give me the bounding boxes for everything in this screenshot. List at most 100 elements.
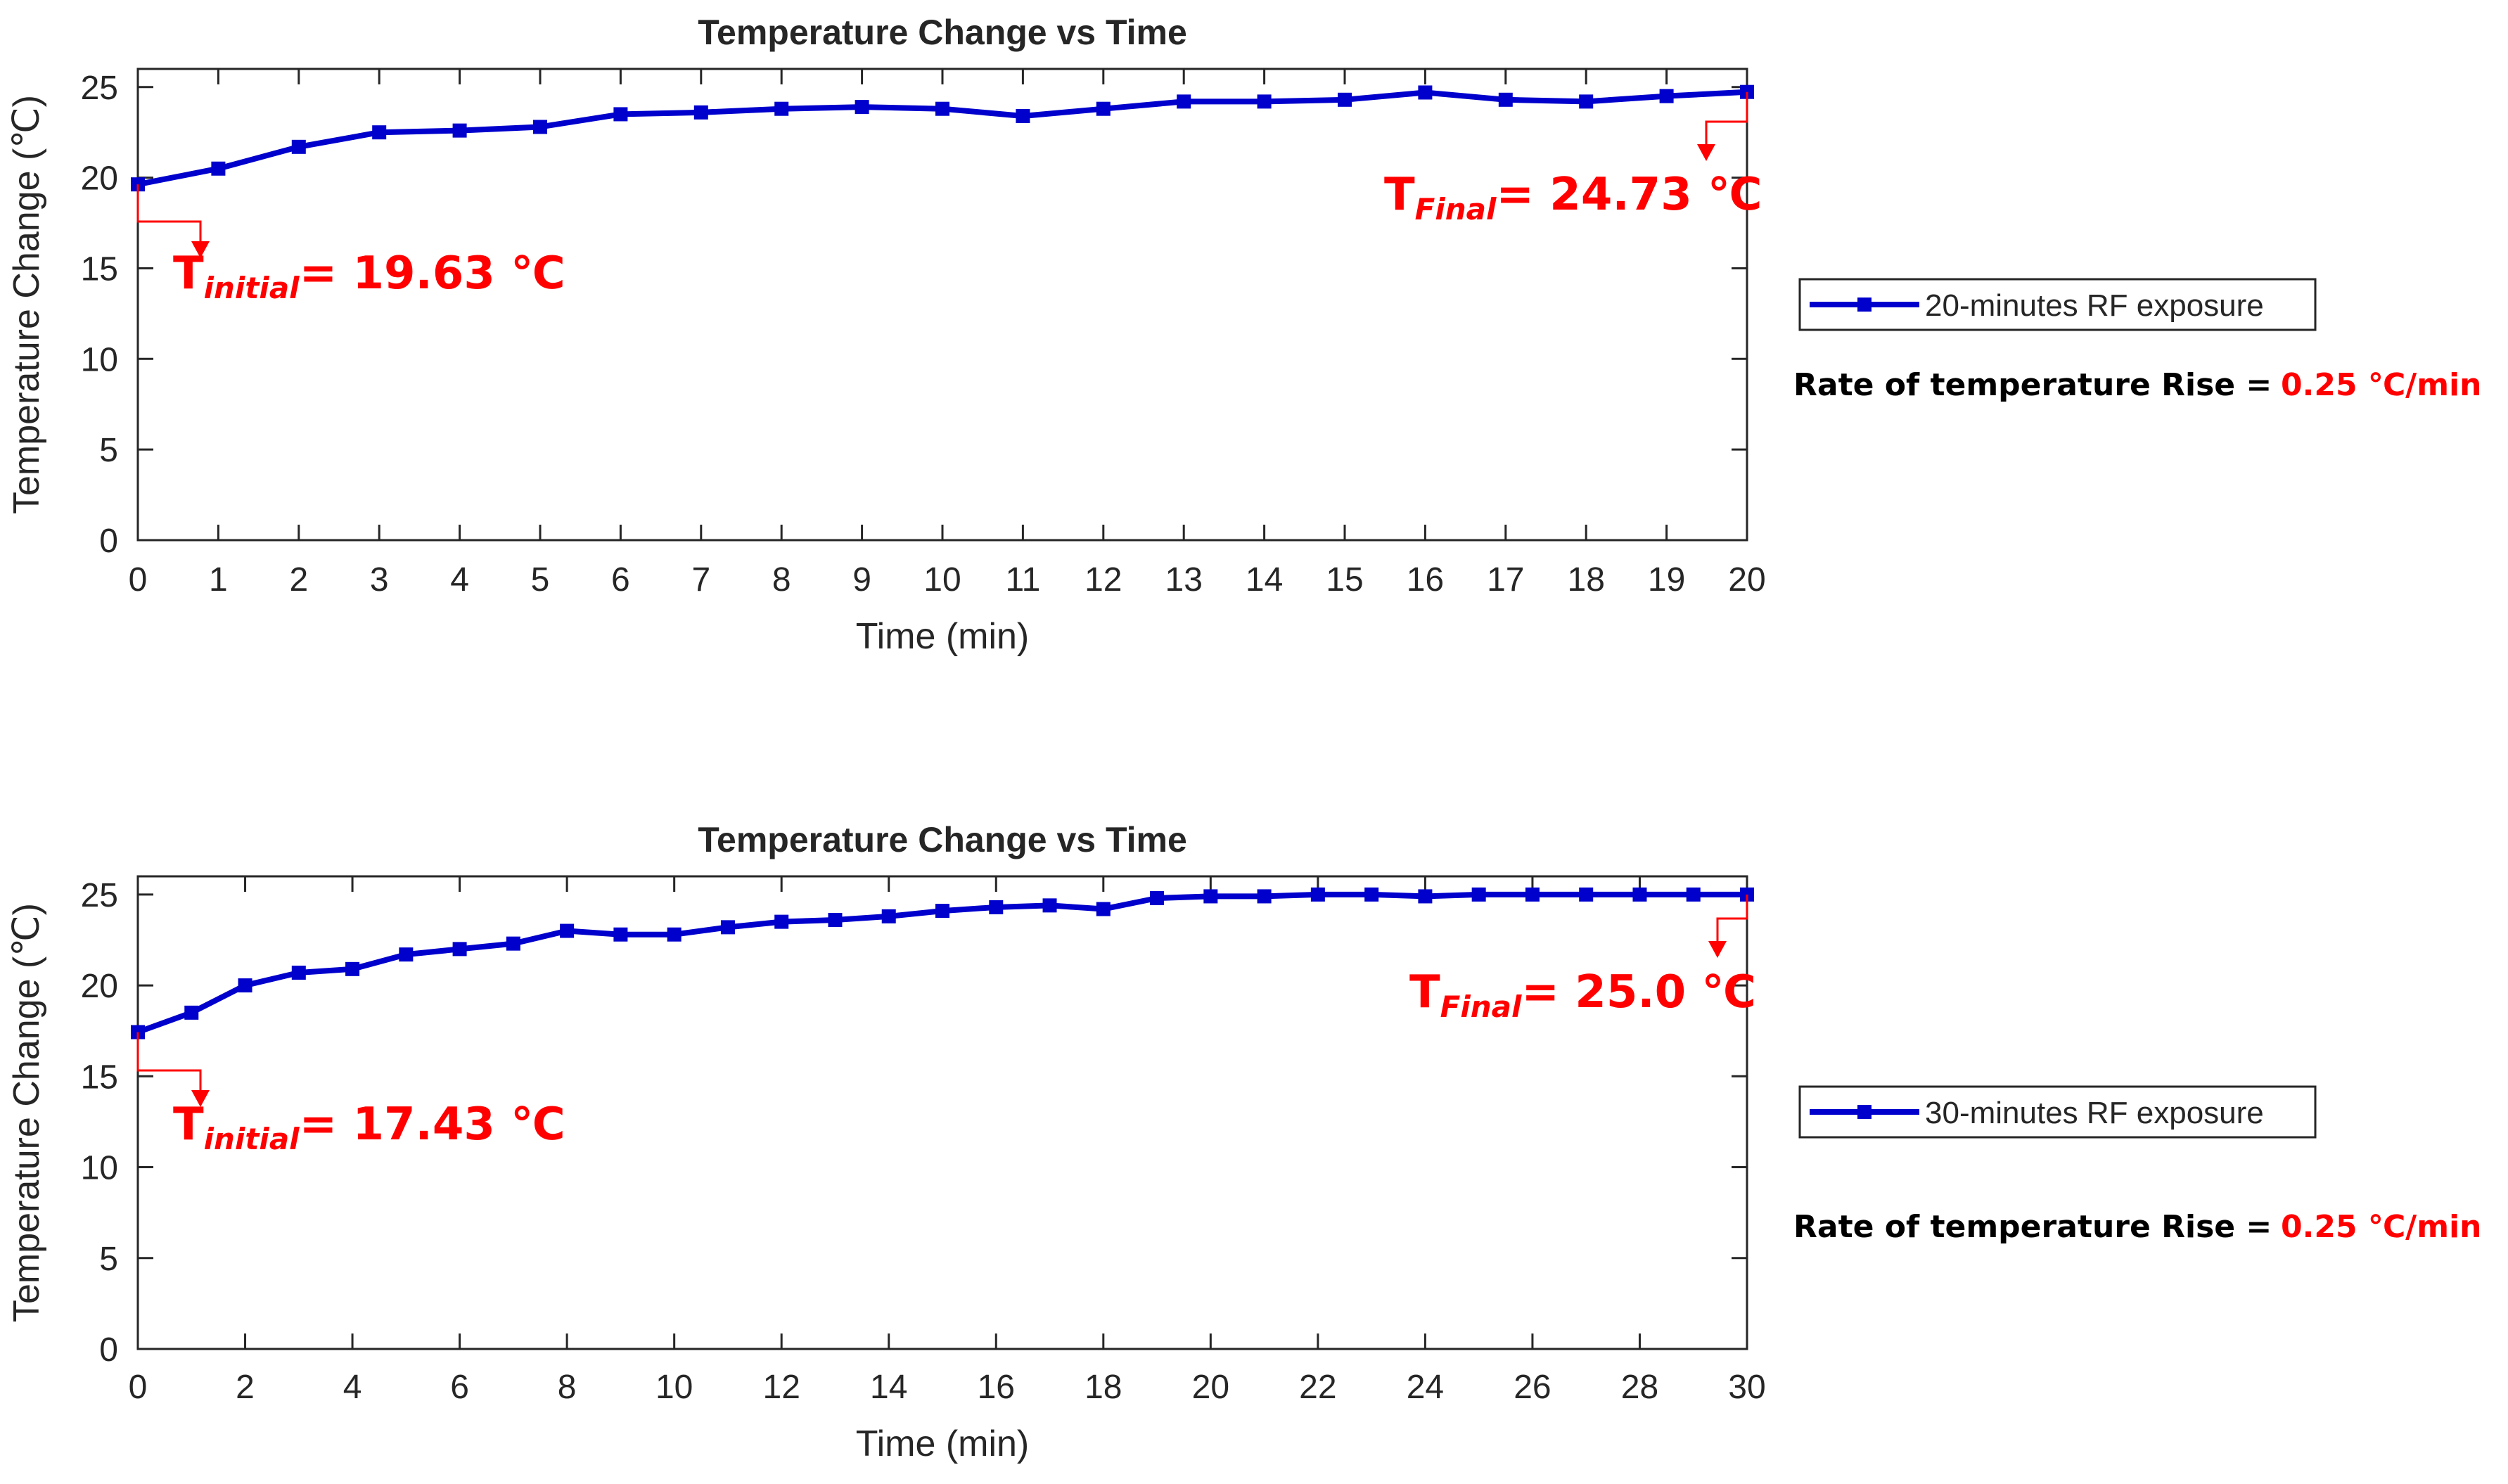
data-point [506,936,520,951]
x-tick-label: 19 [1648,561,1685,599]
y-tick-label: 10 [81,341,118,378]
x-tick-label: 20 [1192,1369,1229,1406]
y-tick-label: 0 [99,523,118,560]
x-tick-label: 15 [1326,561,1363,599]
y-tick-label: 5 [99,1241,118,1278]
y-tick-label: 15 [81,250,118,288]
x-tick-label: 6 [611,561,630,599]
data-point [238,978,252,993]
data-point [1418,85,1433,100]
data-point [1310,887,1325,902]
x-tick-label: 18 [1568,561,1605,599]
data-point [774,914,789,929]
rate-value: 0.25 ℃/min [2281,1209,2481,1245]
y-tick-label: 25 [81,877,118,914]
initial-arrow-icon [191,241,210,258]
data-point [1338,92,1352,107]
axes-box [136,68,1748,542]
x-tick-label: 30 [1728,1369,1765,1406]
data-point [1632,887,1647,902]
data-point [1203,889,1218,904]
x-tick-label: 6 [450,1369,469,1406]
data-point [1525,887,1540,902]
x-tick-label: 18 [1085,1369,1122,1406]
y-tick-label: 5 [99,432,118,469]
initial-leader-line [136,184,202,243]
data-point [533,120,547,134]
data-point [881,909,896,923]
chart-title: Temperature Change vs Time [698,13,1187,52]
x-tick-label: 8 [558,1369,577,1406]
data-point [828,913,843,928]
data-point [855,100,869,115]
data-point [345,961,360,976]
data-point [184,1005,199,1020]
legend-label: 30-minutes RF exposure [1925,1096,2264,1130]
data-point [1471,887,1486,902]
x-tick-label: 11 [1005,561,1040,599]
x-tick-label: 24 [1407,1369,1444,1406]
final-leader-line [1716,894,1748,942]
legend: 30-minutes RF exposure [1798,1085,2317,1139]
data-point [720,920,735,935]
x-tick-label: 0 [129,1369,148,1406]
data-point [1686,887,1701,902]
data-point [1498,92,1513,107]
data-point [613,107,628,122]
x-tick-label: 17 [1487,561,1524,599]
data-point [291,965,306,980]
final-temperature-label: TFinal= 24.73 ℃ [1384,169,1762,226]
y-tick-label: 10 [81,1150,118,1187]
data-point [1659,89,1674,103]
data-point [1579,94,1594,109]
data-point [1096,902,1111,916]
y-tick-label: 25 [81,70,118,107]
x-tick-label: 26 [1514,1369,1551,1406]
x-tick-label: 0 [129,561,148,599]
data-point [989,900,1004,914]
x-tick-label: 1 [209,561,228,599]
x-axis-label: Time (min) [856,1424,1030,1464]
data-point [399,947,414,962]
final-temperature-label: TFinal= 25.0 ℃ [1409,966,1756,1024]
y-axis-label: Temperature Change (℃) [6,95,47,514]
data-point [693,105,708,120]
data-point [1042,898,1057,913]
legend-label: 20-minutes RF exposure [1925,288,2264,323]
x-tick-label: 12 [1085,561,1122,599]
y-tick-label: 0 [99,1331,118,1369]
final-arrow-icon [1697,144,1715,161]
final-leader-line [1705,91,1748,146]
data-point [1579,887,1594,902]
data-point [291,139,306,154]
legend: 20-minutes RF exposure [1798,278,2317,331]
data-point [935,904,949,919]
x-tick-label: 14 [1246,561,1283,599]
data-point [1364,887,1379,902]
x-tick-label: 8 [772,561,791,599]
initial-leader-line [136,1032,202,1092]
y-tick-label: 15 [81,1058,118,1096]
x-tick-label: 3 [370,561,389,599]
rate-value: 0.25 ℃/min [2281,367,2481,403]
data-point [452,123,467,138]
x-tick-label: 4 [343,1369,362,1406]
initial-temperature-label: Tinitial= 17.43 ℃ [173,1099,565,1156]
data-point [1096,101,1111,116]
legend-marker-swatch [1857,1105,1872,1119]
initial-arrow-icon [191,1090,210,1107]
x-tick-label: 7 [691,561,710,599]
x-tick-label: 9 [852,561,871,599]
data-point [211,161,226,176]
x-tick-label: 22 [1299,1369,1336,1406]
data-point [1150,891,1165,906]
x-tick-label: 4 [450,561,469,599]
data-point [613,927,628,942]
x-tick-label: 28 [1621,1369,1658,1406]
chart-title: Temperature Change vs Time [698,820,1187,859]
rate-label: Rate of temperature Rise = [1793,1209,2272,1245]
data-point [667,927,682,942]
